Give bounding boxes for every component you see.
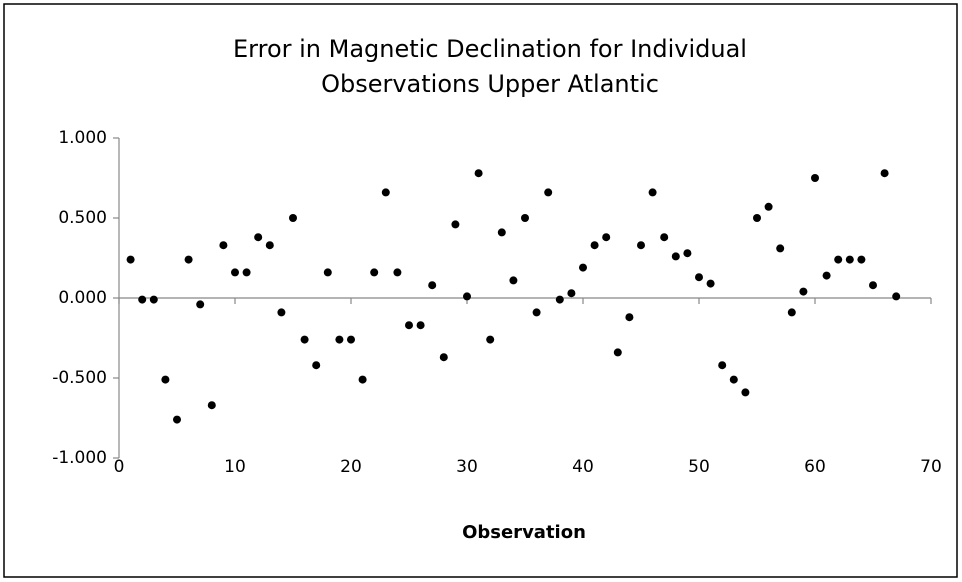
x-tick-label: 30 [456, 457, 478, 477]
point [880, 169, 889, 178]
y-tick-label: 1.000 [58, 128, 107, 148]
point [799, 287, 808, 296]
point [405, 321, 413, 330]
y-tick-label: -1.000 [52, 448, 107, 468]
point [393, 268, 402, 277]
x-tick-label: 20 [340, 457, 362, 477]
point [845, 255, 854, 264]
point [439, 353, 448, 362]
point [637, 241, 645, 250]
point [706, 279, 715, 288]
x-tick-label: 70 [920, 457, 942, 477]
point [149, 295, 158, 304]
point [753, 214, 761, 222]
y-tick-label: 0.000 [58, 288, 107, 308]
point [509, 276, 518, 285]
point [289, 214, 297, 222]
point [671, 252, 680, 261]
chart-frame [3, 3, 958, 578]
x-tick-label: 50 [688, 457, 710, 477]
point [486, 335, 495, 344]
point [463, 292, 471, 301]
point [207, 401, 216, 410]
x-tick-label: 10 [224, 457, 246, 477]
point [474, 169, 483, 178]
point [544, 188, 553, 197]
point [521, 214, 529, 222]
chart-title: Observations Upper Atlantic [321, 70, 659, 98]
point [497, 228, 506, 237]
point [625, 313, 634, 322]
x-axis-label: Observation [462, 522, 586, 543]
point [381, 188, 390, 197]
point [811, 174, 819, 182]
y-tick-label: 0.500 [58, 208, 107, 228]
point [416, 321, 425, 330]
point [729, 375, 738, 384]
point [312, 361, 321, 370]
point [776, 244, 785, 253]
point [370, 268, 379, 277]
x-tick-label: 60 [804, 457, 826, 477]
point [660, 233, 669, 242]
point [718, 361, 727, 370]
point [892, 292, 901, 301]
point [451, 220, 460, 229]
point [335, 335, 344, 344]
point [590, 241, 599, 250]
point [242, 268, 251, 277]
point [787, 308, 796, 317]
point [323, 268, 332, 277]
point [741, 388, 750, 397]
point [265, 241, 274, 250]
point [161, 375, 170, 384]
y-tick-label: -0.500 [52, 368, 107, 388]
point [231, 268, 239, 277]
point [602, 233, 611, 242]
point [555, 295, 564, 304]
point [683, 249, 692, 258]
point [567, 289, 576, 298]
point [857, 255, 866, 264]
point [822, 271, 831, 280]
x-tick-label: 40 [572, 457, 594, 477]
point [173, 415, 181, 424]
point [764, 202, 773, 211]
chart-title: Error in Magnetic Declination for Indivi… [233, 35, 747, 63]
point [277, 308, 286, 317]
point [254, 233, 263, 242]
point [347, 335, 355, 344]
point [695, 273, 703, 282]
point [869, 281, 877, 290]
point [648, 188, 657, 197]
point [613, 348, 622, 357]
x-tick-label: 0 [114, 457, 125, 477]
point [184, 255, 193, 264]
point [428, 281, 437, 290]
point [300, 335, 309, 344]
point [532, 308, 541, 317]
point [358, 375, 367, 384]
point [579, 263, 587, 272]
point [196, 300, 205, 309]
point [138, 295, 147, 304]
point [126, 255, 135, 264]
point [834, 255, 843, 264]
point [219, 241, 228, 250]
